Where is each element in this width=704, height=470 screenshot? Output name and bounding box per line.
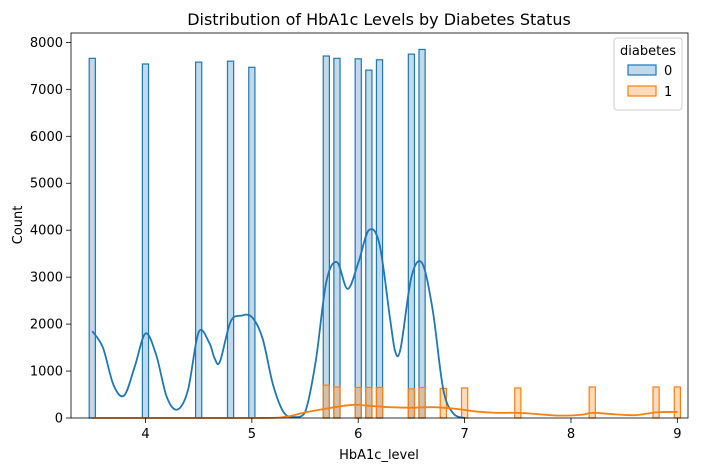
legend-label-0: 0 — [664, 64, 672, 79]
bar-series-0-6 — [333, 57, 341, 419]
bar-series-1-0 — [322, 384, 331, 419]
legend-swatch-0 — [627, 64, 657, 76]
y-tick-label-3000: 3000 — [30, 271, 63, 286]
x-axis: 4 5 6 7 8 9 — [141, 418, 682, 442]
bar-series-0-1 — [141, 63, 150, 419]
y-tick-label-1000: 1000 — [30, 365, 63, 380]
bar-series-1-3 — [365, 386, 373, 419]
y-tick-label-4000: 4000 — [30, 224, 63, 239]
bar-series-1-5 — [407, 388, 416, 419]
bar-series-1-8 — [460, 387, 469, 419]
x-tick-label-8: 8 — [567, 427, 575, 442]
x-tick-label-9: 9 — [673, 427, 681, 442]
bar-series-0-3 — [226, 60, 235, 419]
legend-box — [613, 37, 683, 111]
bar-series-0-7 — [354, 58, 362, 419]
bar-series-0-5 — [322, 55, 331, 419]
y-axis: 0 1000 2000 3000 4000 5000 6000 7000 8000 — [30, 36, 71, 427]
x-tick-label-4: 4 — [141, 427, 149, 442]
bar-series-0-4 — [248, 66, 256, 419]
bar-series-1-6 — [418, 386, 426, 419]
y-tick-label-5000: 5000 — [30, 177, 63, 192]
bar-series-0-11 — [418, 48, 426, 419]
bar-series-1-1 — [333, 386, 341, 419]
bar-series-1-2 — [354, 386, 362, 419]
bar-series-0-10 — [407, 53, 416, 419]
bar-series-1-12 — [673, 386, 682, 419]
bar-series-0-0 — [88, 57, 96, 419]
plot-area — [88, 48, 682, 419]
x-axis-title: HbA1c_level — [339, 448, 419, 463]
x-tick-label-6: 6 — [354, 427, 362, 442]
bar-series-0-2 — [194, 61, 203, 419]
y-tick-label-8000: 8000 — [30, 36, 63, 51]
bar-series-0-8 — [365, 69, 373, 419]
x-tick-label-7: 7 — [460, 427, 468, 442]
kde-curves — [91, 228, 678, 419]
x-tick-label-5: 5 — [248, 427, 256, 442]
y-tick-label-6000: 6000 — [30, 130, 63, 145]
legend-swatch-1 — [627, 85, 657, 97]
y-axis-title: Count — [11, 206, 26, 245]
legend-title: diabetes — [620, 44, 676, 59]
kde-line-series-0 — [91, 228, 465, 419]
kde-line-series-1 — [92, 403, 678, 419]
y-tick-label-0: 0 — [55, 412, 63, 427]
bar-series-1-4 — [375, 386, 384, 419]
chart-title: Distribution of HbA1c Levels by Diabetes… — [187, 10, 571, 29]
y-tick-label-2000: 2000 — [30, 318, 63, 333]
y-tick-label-7000: 7000 — [30, 83, 63, 98]
legend-label-1: 1 — [664, 85, 672, 100]
legend: diabetes 0 1 — [613, 37, 683, 111]
plot-frame — [70, 32, 689, 419]
